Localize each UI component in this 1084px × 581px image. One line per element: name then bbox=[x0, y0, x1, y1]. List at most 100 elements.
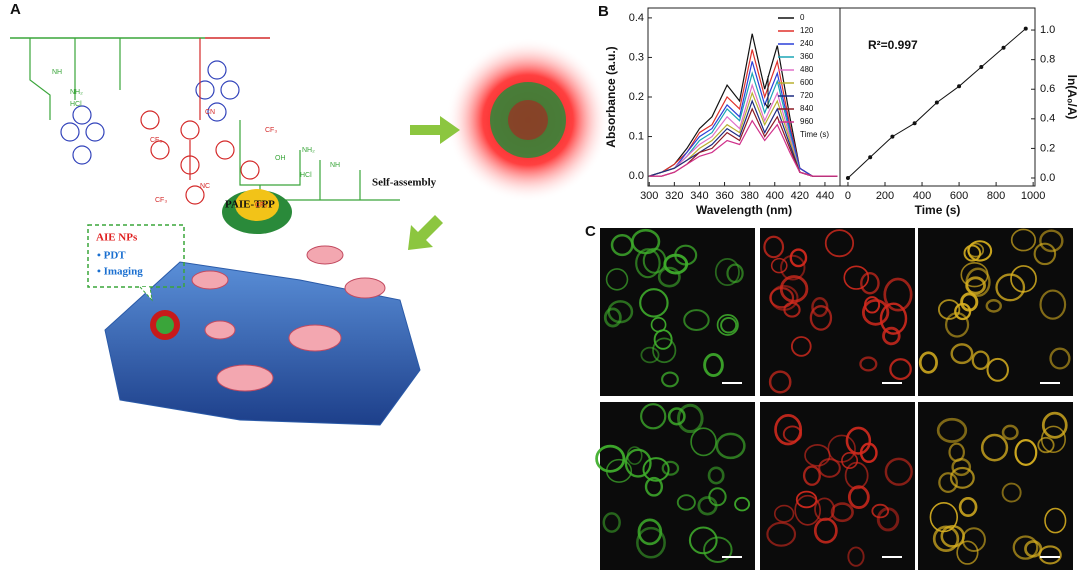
cell bbox=[642, 457, 670, 482]
cell bbox=[794, 494, 821, 526]
cell bbox=[967, 242, 985, 258]
chem-label: CF₃ bbox=[255, 202, 267, 209]
y-tick-label: 0.3 bbox=[629, 51, 644, 63]
cell bbox=[944, 311, 970, 338]
x-tick-label: 320 bbox=[665, 190, 683, 202]
cell bbox=[774, 413, 803, 446]
cell bbox=[734, 496, 751, 512]
cell bbox=[1038, 545, 1062, 565]
legend-label: 0 bbox=[800, 13, 805, 22]
cell bbox=[827, 434, 856, 463]
cell bbox=[995, 273, 1026, 302]
cell bbox=[637, 518, 663, 546]
panel-a-art bbox=[10, 37, 610, 426]
y-axis-title: Absorbance (a.u.) bbox=[604, 46, 618, 147]
cell bbox=[720, 316, 738, 334]
cell bbox=[667, 407, 686, 426]
point bbox=[1001, 45, 1006, 50]
cell bbox=[883, 277, 913, 312]
cell bbox=[859, 356, 878, 372]
cell bbox=[859, 442, 878, 464]
y-tick-label: 0.4 bbox=[629, 12, 644, 24]
cell bbox=[949, 466, 975, 489]
x-axis-title: Wavelength (nm) bbox=[696, 203, 792, 217]
panel-label: C bbox=[585, 223, 596, 240]
cell bbox=[1010, 228, 1037, 252]
cell bbox=[1014, 439, 1038, 466]
point bbox=[1023, 26, 1028, 31]
box-item: • Imaging bbox=[97, 266, 143, 278]
cell bbox=[847, 485, 870, 510]
cell bbox=[631, 228, 661, 255]
x-tick-label: 200 bbox=[876, 190, 894, 202]
cell bbox=[936, 417, 968, 443]
x-tick-label: 400 bbox=[913, 190, 931, 202]
cell bbox=[605, 268, 629, 291]
y-tick-label: 0.2 bbox=[629, 91, 644, 103]
series-line bbox=[649, 61, 838, 177]
cell bbox=[763, 235, 785, 259]
cell bbox=[715, 432, 746, 460]
y-axis-title: ln(A₀/A) bbox=[1065, 75, 1079, 120]
cell bbox=[766, 521, 797, 547]
micrograph bbox=[760, 228, 915, 396]
cell bbox=[636, 526, 666, 559]
cell bbox=[790, 336, 812, 357]
cell bbox=[1033, 242, 1057, 266]
cell bbox=[795, 490, 818, 509]
plot-frame bbox=[839, 7, 1036, 187]
cell bbox=[884, 457, 913, 486]
cell bbox=[940, 524, 965, 548]
chem-label: CF₃ bbox=[150, 137, 162, 144]
legend-title: Time (s) bbox=[800, 130, 829, 139]
cell bbox=[956, 540, 979, 565]
legend-label: 720 bbox=[800, 91, 814, 100]
cell bbox=[602, 512, 621, 533]
chem-label: OH bbox=[275, 155, 286, 162]
cell bbox=[938, 472, 958, 493]
cell bbox=[1012, 535, 1039, 560]
x-axis-title: Time (s) bbox=[915, 203, 961, 217]
x-tick-label: 360 bbox=[715, 190, 733, 202]
micrograph bbox=[600, 228, 755, 396]
cell bbox=[1039, 229, 1064, 253]
cell bbox=[688, 526, 718, 555]
cell bbox=[780, 254, 806, 281]
point bbox=[957, 84, 962, 89]
cell bbox=[824, 229, 855, 258]
cell bbox=[714, 257, 740, 287]
cell bbox=[595, 444, 626, 473]
legend-label: 960 bbox=[800, 117, 814, 126]
cell bbox=[768, 370, 792, 394]
chem-label: HCl bbox=[300, 172, 312, 179]
cell bbox=[716, 314, 739, 336]
y-tick-label: 0.4 bbox=[1040, 113, 1055, 125]
point bbox=[845, 176, 850, 181]
y-tick-label: 1.0 bbox=[1040, 24, 1055, 36]
x-tick-label: 420 bbox=[791, 190, 809, 202]
cell bbox=[813, 517, 838, 544]
chem-label: NH bbox=[52, 69, 62, 76]
cell bbox=[703, 536, 733, 563]
point bbox=[979, 65, 984, 70]
legend-label: 840 bbox=[800, 104, 814, 113]
cell bbox=[624, 448, 652, 478]
y-tick-label: 0.0 bbox=[1040, 172, 1055, 184]
cell bbox=[635, 248, 661, 279]
cell bbox=[773, 504, 795, 523]
panel-label: B bbox=[598, 3, 609, 20]
chem-label: NH₂ bbox=[70, 89, 83, 96]
x-tick-label: 600 bbox=[950, 190, 968, 202]
cell bbox=[640, 403, 667, 430]
annotation: R²=0.997 bbox=[868, 38, 918, 52]
cell bbox=[986, 357, 1009, 382]
cell bbox=[697, 496, 718, 516]
process-label: Self-assembly bbox=[372, 177, 437, 189]
cell bbox=[1049, 347, 1071, 370]
chem-label: CF₃ bbox=[155, 197, 167, 204]
cell bbox=[657, 266, 681, 288]
cell bbox=[769, 285, 799, 311]
legend-label: 600 bbox=[800, 78, 814, 87]
micrograph bbox=[600, 402, 755, 570]
